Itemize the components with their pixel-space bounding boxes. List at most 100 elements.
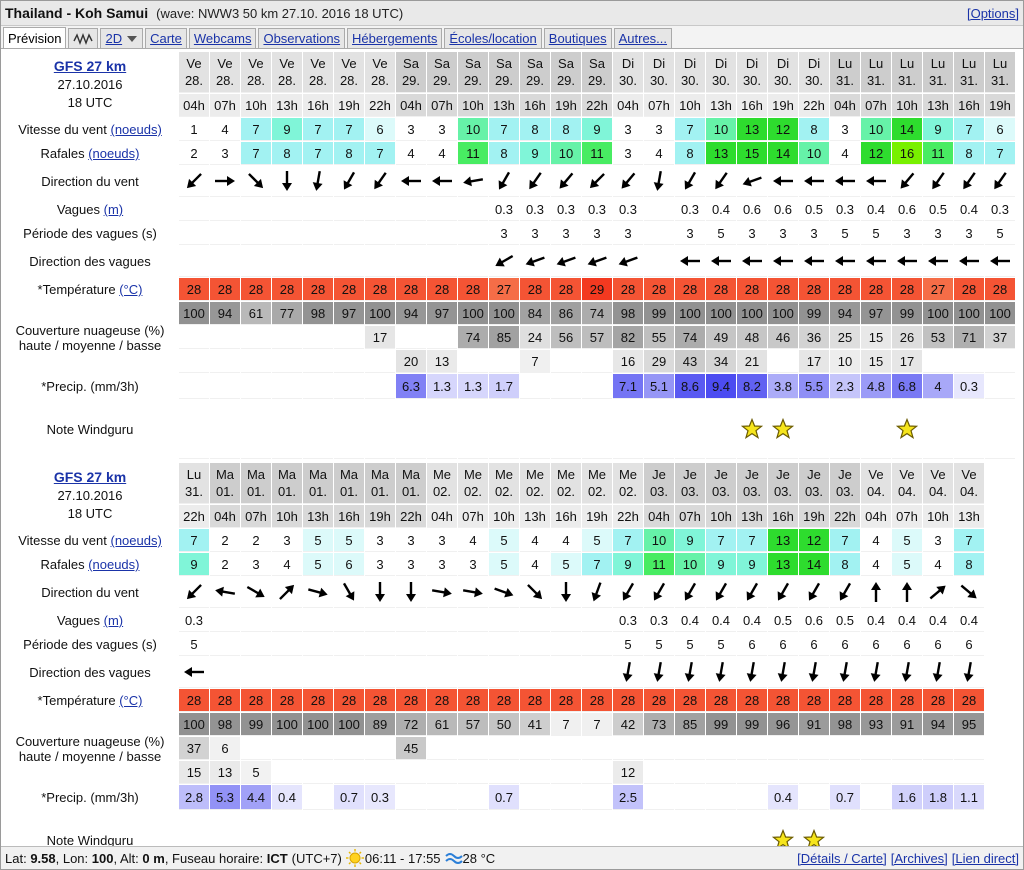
- arrow-shaft: [316, 170, 321, 186]
- tab[interactable]: Observations: [258, 28, 346, 48]
- hour-cell: 16h: [334, 505, 364, 528]
- wave-dir-cell: [675, 246, 705, 277]
- cloud-total-cell: 99: [241, 713, 271, 736]
- day-cell: Di 30.: [799, 52, 829, 93]
- cloud-high-cell: 49: [706, 326, 736, 349]
- unit-link[interactable]: (noeuds): [110, 122, 162, 137]
- row-label: Rafales (noeuds): [2, 553, 178, 576]
- direction-arrow: [343, 171, 356, 190]
- wave-period-cell: 6: [737, 633, 767, 656]
- hour-cell: 07h: [644, 94, 674, 117]
- arrow-shaft: [781, 661, 786, 677]
- footer-link[interactable]: [Archives]: [890, 850, 948, 866]
- cloud-high-cell: 55: [644, 326, 674, 349]
- cloud-total-cell: 61: [241, 302, 271, 325]
- location-value: ICT: [266, 850, 288, 866]
- direction-arrow: [963, 172, 976, 190]
- model-link[interactable]: GFS 27 km: [53, 58, 127, 74]
- tab[interactable]: 2D: [100, 28, 144, 48]
- wave-dir-cell: [272, 246, 302, 277]
- waves-cell: [644, 198, 674, 221]
- day-name: Je: [807, 467, 821, 482]
- arrow-body: [186, 584, 202, 600]
- cloud-mid-row: 15 13 5 12: [2, 761, 984, 784]
- wave-dir-cell: [892, 246, 922, 277]
- arrow-body: [374, 172, 387, 190]
- wave-dir-cell: [861, 657, 891, 688]
- rating-cell: [861, 400, 891, 459]
- star-shape: [772, 418, 794, 440]
- hour-cell: 13h: [272, 94, 302, 117]
- rating-star: [772, 418, 794, 440]
- precip-cell: [334, 374, 364, 399]
- arrow-shaft: [220, 590, 236, 595]
- rating-cell: [892, 400, 922, 459]
- hour-cell: 19h: [334, 94, 364, 117]
- temperature-cell: 28: [210, 278, 240, 301]
- arrow-body: [900, 172, 915, 189]
- cloud-high-cell: [427, 326, 457, 349]
- arrow-head: [990, 256, 998, 266]
- tab[interactable]: Boutiques: [543, 28, 612, 48]
- arrow-head: [871, 582, 881, 590]
- gusts-cell: 7: [582, 553, 612, 576]
- run-date: 27.10.2016: [57, 488, 123, 503]
- tab[interactable]: Autres...: [613, 28, 673, 48]
- unit-link[interactable]: (m): [103, 202, 124, 217]
- day-cell: Sa 29.: [458, 52, 488, 93]
- day-date: 29.: [556, 73, 576, 88]
- arrow-head: [618, 256, 628, 267]
- wind-cell: 7: [954, 529, 984, 552]
- direction-arrow: [684, 171, 697, 190]
- arrow-body: [835, 176, 855, 186]
- cloud-total-cell: 100: [923, 302, 953, 325]
- cloud-high-cell: [830, 737, 860, 760]
- arrow-head: [715, 591, 725, 601]
- location-label: , Fuseau horaire:: [164, 850, 264, 866]
- unit-link[interactable]: (°C): [119, 282, 143, 297]
- footer-link[interactable]: [Lien direct]: [951, 850, 1019, 866]
- arrow-body: [498, 171, 511, 190]
- unit-link[interactable]: (noeuds): [88, 146, 140, 161]
- unit-link[interactable]: (°C): [119, 693, 143, 708]
- wind-dir-cell: [241, 166, 271, 197]
- cloud-mid-cell: [303, 350, 333, 373]
- arrow-head: [401, 176, 409, 186]
- unit-link[interactable]: (noeuds): [110, 533, 162, 548]
- options-link[interactable]: [Options]: [966, 5, 1019, 21]
- direction-arrow: [406, 582, 416, 602]
- arrow-head: [777, 673, 788, 682]
- cloud-total-cell: 42: [613, 713, 643, 736]
- day-cell: Di 30.: [706, 52, 736, 93]
- tab[interactable]: Carte: [145, 28, 187, 48]
- wind-dir-cell: [613, 166, 643, 197]
- hour-row: 22h 04h 07h 10h 13h 16h 19h 22h 04h 07h 10h 13h 16h 1…: [2, 505, 984, 528]
- model-link[interactable]: GFS 27 km: [53, 469, 127, 485]
- unit-link[interactable]: (m): [103, 613, 124, 628]
- tab[interactable]: Écoles/location: [444, 28, 542, 48]
- hour-cell: 19h: [768, 94, 798, 117]
- tab-wave-icon[interactable]: [68, 28, 99, 48]
- footer-link[interactable]: [Détails / Carte]: [797, 850, 887, 866]
- arrow-shaft: [717, 172, 728, 185]
- cloud-high-cell: [675, 737, 705, 760]
- day-cell: Di 30.: [613, 52, 643, 93]
- precip-cell: [737, 785, 767, 810]
- tab[interactable]: Hébergements: [347, 28, 443, 48]
- day-date: 04.: [897, 484, 917, 499]
- day-name: Sa: [465, 56, 481, 71]
- label-text: Couverture nuageuse (%): [15, 322, 165, 338]
- cloud-high-cell: [427, 737, 457, 760]
- wave-dir-cell: [892, 657, 922, 688]
- rating-cell: [365, 400, 395, 459]
- unit-link[interactable]: (noeuds): [88, 557, 140, 572]
- wave-period-cell: 3: [799, 222, 829, 245]
- direction-arrow: [808, 661, 819, 682]
- day-cell: Ve 04.: [892, 463, 922, 504]
- arrow-head: [839, 591, 849, 601]
- day-cell: Sa 29.: [427, 52, 457, 93]
- cloud-high-cell: 85: [489, 326, 519, 349]
- tab[interactable]: Webcams: [188, 28, 257, 48]
- cloud-high-cell: 17: [365, 326, 395, 349]
- cloud-mid-cell: [241, 350, 271, 373]
